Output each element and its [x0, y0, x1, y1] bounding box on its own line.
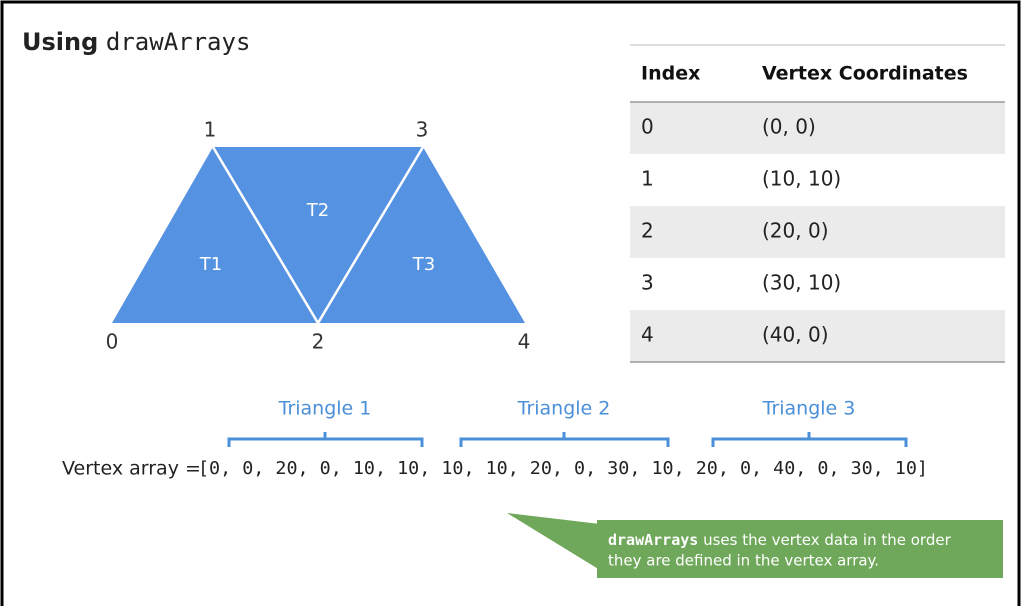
- vertex-label: 0: [106, 330, 119, 354]
- coordinate-cell: (10, 10): [762, 167, 841, 191]
- callout-box: [597, 520, 1003, 578]
- index-cell: 3: [641, 271, 654, 295]
- row-bg: [630, 206, 1005, 258]
- triangle-label: T3: [412, 254, 435, 275]
- group-label: Triangle 2: [517, 398, 611, 420]
- callout-text: drawArrays uses the vertex data in the o…: [608, 531, 952, 549]
- callout-line: uses the vertex data in the order: [703, 531, 951, 549]
- coordinate-cell: (30, 10): [762, 271, 841, 295]
- table: Index Vertex Coordinates 0 (0, 0) 1 (10, 10…: [630, 44, 1005, 363]
- vertex-label: 1: [204, 118, 217, 142]
- vertex-array-label: Vertex array =: [62, 458, 201, 480]
- bracket: [459, 432, 670, 447]
- row-bg: [630, 102, 1005, 154]
- coordinate-cell: (20, 0): [762, 219, 829, 243]
- callout-code: drawArrays: [608, 531, 698, 549]
- callout-pointer: [507, 513, 600, 570]
- vertex-label: 4: [518, 330, 531, 354]
- coordinate-cell: (40, 0): [762, 323, 829, 347]
- triangle-label: T1: [199, 254, 222, 275]
- bracket: [711, 432, 908, 447]
- group-label: Triangle 3: [762, 398, 856, 420]
- coordinate-cell: (0, 0): [762, 115, 816, 139]
- triangle-label: T2: [306, 200, 329, 221]
- index-cell: 4: [641, 323, 654, 347]
- index-cell: 2: [641, 219, 654, 243]
- triangle-strip: [112, 147, 525, 323]
- title: Using drawArrays: [22, 28, 250, 56]
- index-cell: 1: [641, 167, 654, 191]
- group-label: Triangle 1: [278, 398, 372, 420]
- row-bg: [630, 310, 1005, 362]
- table-header: Index: [641, 63, 700, 85]
- title-prefix: Using: [22, 28, 98, 56]
- vertex-label: 2: [312, 330, 325, 354]
- index-cell: 0: [641, 115, 654, 139]
- title-code: drawArrays: [106, 28, 251, 56]
- triangle-edges: [211, 146, 425, 326]
- table-header: Vertex Coordinates: [762, 63, 968, 85]
- bracket: [227, 432, 424, 447]
- vertex-array: [0, 0, 20, 0, 10, 10, 10, 10, 20, 0, 30,…: [198, 458, 928, 479]
- callout-text: they are defined in the vertex array.: [608, 552, 879, 570]
- vertex-label: 3: [416, 118, 429, 142]
